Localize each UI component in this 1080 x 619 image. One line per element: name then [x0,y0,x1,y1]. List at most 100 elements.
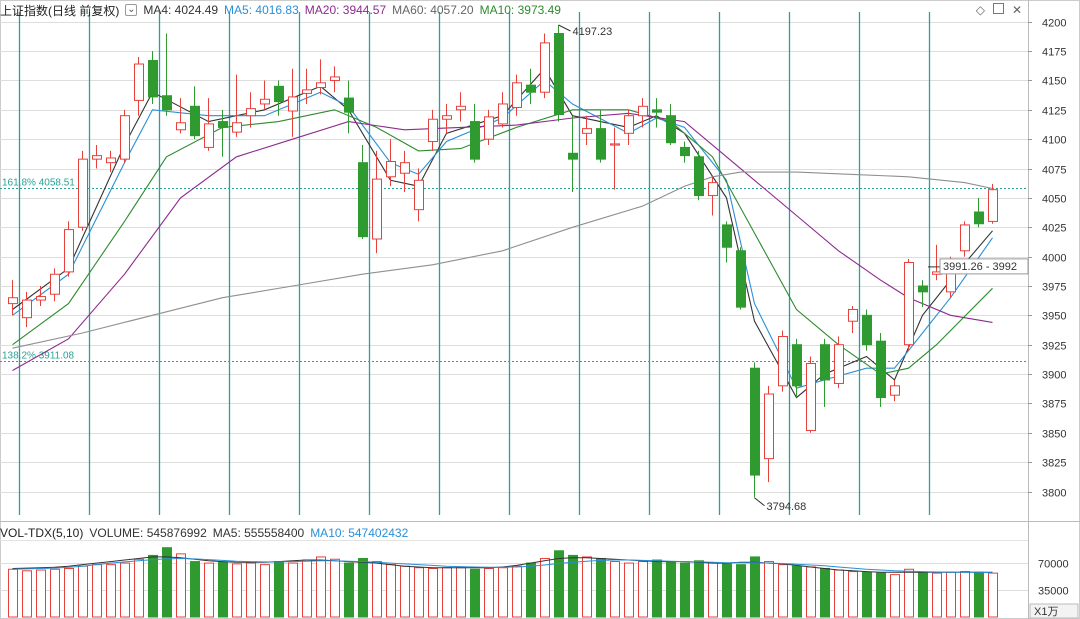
volume-bar[interactable] [722,563,732,618]
candle[interactable] [274,85,284,103]
candle[interactable] [708,182,718,197]
candle[interactable] [50,273,60,295]
volume-bar[interactable] [540,557,550,618]
volume-bar[interactable] [988,572,998,618]
candle[interactable] [442,115,452,120]
candle[interactable] [288,96,298,112]
candle[interactable] [92,155,102,160]
candle[interactable] [190,105,200,137]
candle[interactable] [162,95,172,111]
volume-bar[interactable] [778,564,788,618]
volume-bar[interactable] [414,567,424,618]
candle[interactable] [232,122,242,133]
volume-bar[interactable] [400,565,410,618]
candle[interactable] [456,105,466,111]
square-icon[interactable] [992,3,1004,17]
volume-bar[interactable] [428,567,438,618]
volume-bar[interactable] [246,562,256,618]
candle[interactable] [554,32,564,116]
volume-bar[interactable] [218,561,228,618]
candle[interactable] [792,344,802,387]
close-icon[interactable]: ✕ [1011,3,1022,17]
candle[interactable] [8,297,18,305]
candle[interactable] [806,363,816,431]
candle[interactable] [666,115,676,144]
candle[interactable] [36,296,46,301]
candle[interactable] [358,162,368,238]
volume-bar[interactable] [512,565,522,618]
volume-bar[interactable] [64,567,74,618]
volume-bar[interactable] [904,568,914,618]
volume-bar[interactable] [344,562,354,618]
candle[interactable] [750,367,760,476]
volume-bar[interactable] [288,562,298,618]
candle[interactable] [372,178,382,240]
volume-bar[interactable] [372,561,382,618]
volume-bar[interactable] [120,562,130,618]
candle[interactable] [484,116,494,140]
volume-bar[interactable] [134,558,144,618]
candle[interactable] [400,162,410,174]
volume-bar[interactable] [680,562,690,618]
candle[interactable] [848,308,858,322]
volume-bar[interactable] [848,571,858,618]
candle[interactable] [638,105,648,117]
candle[interactable] [22,299,32,319]
candle[interactable] [316,82,326,89]
volume-bar[interactable] [8,568,18,618]
candle[interactable] [330,76,340,81]
volume-bar[interactable] [386,564,396,618]
candle[interactable] [414,179,424,211]
candle[interactable] [694,156,704,197]
candle[interactable] [176,122,186,131]
volume-bar[interactable] [358,557,368,618]
volume-bar[interactable] [442,567,452,618]
volume-bar[interactable] [78,565,88,618]
candle[interactable] [344,97,354,113]
volume-bar[interactable] [554,550,564,618]
volume-bar[interactable] [736,564,746,618]
candle[interactable] [778,335,788,387]
volume-bar[interactable] [568,554,578,618]
volume-bar[interactable] [806,566,816,618]
volume-bar[interactable] [834,569,844,618]
volume-bar[interactable] [596,557,606,618]
volume-bar[interactable] [190,561,200,618]
volume-bar[interactable] [162,547,172,618]
volume-bar[interactable] [526,562,536,618]
candle[interactable] [596,128,606,160]
candle[interactable] [652,109,662,113]
candle[interactable] [498,103,508,125]
volume-bar[interactable] [36,569,46,618]
candle[interactable] [610,143,620,146]
volume-bar[interactable] [974,571,984,618]
volume-bar[interactable] [274,561,284,618]
volume-bar[interactable] [22,570,32,618]
candle[interactable] [260,98,270,105]
candle[interactable] [386,161,396,178]
volume-bar[interactable] [106,564,116,618]
volume-bar[interactable] [92,564,102,618]
volume-bar[interactable] [50,568,60,618]
candle[interactable] [820,344,830,381]
volume-bar[interactable] [498,567,508,618]
volume-bar[interactable] [316,556,326,618]
candle[interactable] [624,115,634,134]
volume-bar[interactable] [820,567,830,618]
volume-bar[interactable] [260,564,270,618]
volume-bar[interactable] [666,561,676,618]
candle[interactable] [568,152,578,160]
volume-bar[interactable] [708,562,718,618]
candle[interactable] [78,158,88,228]
volume-bar[interactable] [624,562,634,618]
candle[interactable] [204,123,214,148]
volume-bar[interactable] [484,567,494,618]
candle[interactable] [106,157,116,164]
volume-bar[interactable] [792,565,802,618]
candle[interactable] [246,108,256,117]
volume-bar[interactable] [960,571,970,618]
candle[interactable] [862,314,872,346]
volume-bar[interactable] [764,561,774,618]
candle[interactable] [680,146,690,157]
